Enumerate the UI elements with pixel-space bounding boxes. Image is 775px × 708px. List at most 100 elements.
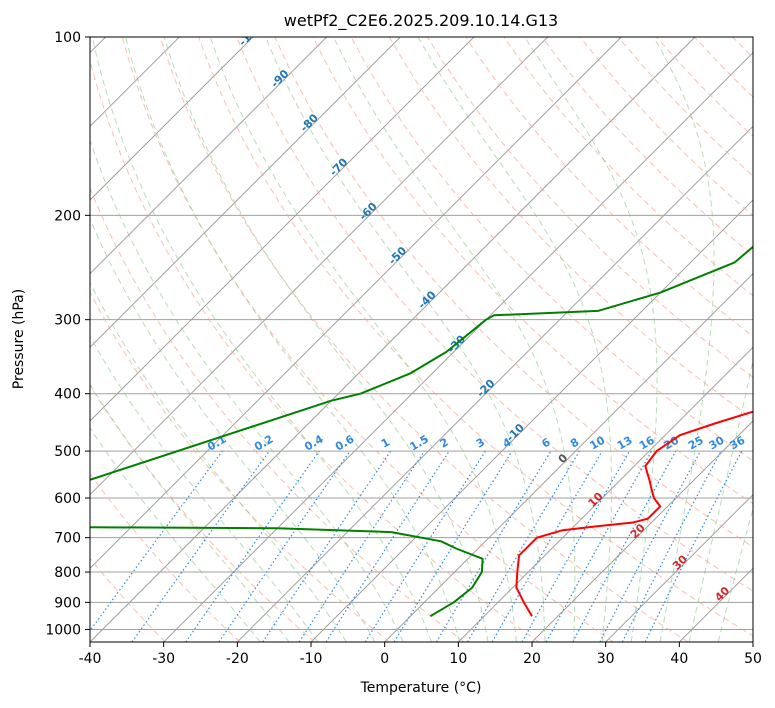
mixing-ratio-label: 25 bbox=[686, 434, 706, 453]
isotherm-label: -80 bbox=[298, 111, 321, 134]
mixing-ratio-label: 2 bbox=[438, 436, 451, 451]
dry-adiabat bbox=[771, 37, 775, 642]
dry-adiabat bbox=[90, 472, 241, 642]
mixing-ratio-line bbox=[325, 450, 450, 642]
y-tick-label: 800 bbox=[54, 565, 81, 581]
mixing-ratio-line bbox=[298, 450, 425, 642]
mixing-ratio-line bbox=[644, 450, 743, 642]
isotherm bbox=[90, 37, 254, 201]
isotherm bbox=[236, 125, 753, 642]
isotherm bbox=[310, 199, 753, 642]
isotherm bbox=[457, 346, 753, 642]
moist-adiabat bbox=[90, 427, 261, 642]
mixing-ratio-line bbox=[393, 450, 513, 642]
x-axis: -40 -30 -20 -10 0 10 20 30 40 50 bbox=[79, 642, 762, 667]
x-tick-label: 10 bbox=[449, 651, 467, 667]
y-tick-label: 600 bbox=[54, 491, 81, 507]
moist-adiabat bbox=[91, 37, 432, 642]
moist-adiabat bbox=[125, 37, 461, 642]
x-tick-label: -10 bbox=[300, 651, 323, 667]
moist-adiabat bbox=[332, 37, 576, 642]
mixing-ratio-line bbox=[572, 450, 677, 642]
dry-adiabat bbox=[350, 37, 753, 462]
dry-adiabat bbox=[198, 37, 753, 637]
dry-adiabat bbox=[121, 37, 614, 642]
y-tick-label: 700 bbox=[54, 531, 81, 547]
plot-frame bbox=[89, 36, 754, 643]
dry-adiabat bbox=[90, 384, 316, 642]
mixing-ratio-label: 13 bbox=[615, 434, 635, 453]
moist-adiabat bbox=[90, 217, 376, 642]
dry-adiabat bbox=[541, 37, 753, 257]
x-tick-label: 50 bbox=[744, 651, 762, 667]
dry-adiabat bbox=[274, 37, 753, 548]
moist-adiabat bbox=[90, 383, 290, 642]
dry-adiabat bbox=[465, 37, 753, 338]
x-tick-label: 30 bbox=[597, 651, 615, 667]
mixing-ratio-label: 6 bbox=[539, 435, 552, 450]
mixing-ratio-line bbox=[131, 450, 270, 642]
isoline-labels: 0.1 0.2 0.4 0.6 1 1.5 2 3 4 6 8 10 13 16 20 25 30 36-100-… bbox=[205, 20, 747, 604]
mixing-ratio-line bbox=[621, 450, 722, 642]
mixing-ratio-label: 0.4 bbox=[302, 432, 326, 453]
moist-adiabat bbox=[524, 37, 658, 642]
x-tick-label: -40 bbox=[79, 651, 102, 667]
mixing-ratio-label: 0.6 bbox=[333, 432, 357, 453]
moist-adiabat bbox=[90, 138, 404, 642]
isotherm bbox=[752, 641, 753, 642]
temperature-profile bbox=[515, 410, 753, 617]
dry-adiabat bbox=[426, 37, 753, 378]
isotherm-label: -40 bbox=[415, 288, 438, 311]
moist-adiabat bbox=[653, 37, 715, 642]
moist-adiabat bbox=[90, 281, 347, 642]
dry-adiabat bbox=[90, 59, 540, 642]
y-tick-label: 400 bbox=[54, 387, 81, 403]
y-tick-label: 1000 bbox=[45, 622, 81, 638]
moist-adiabat bbox=[163, 37, 489, 642]
dry-adiabat bbox=[503, 37, 753, 297]
x-tick-label: 20 bbox=[523, 651, 541, 667]
dewpoint-profile bbox=[90, 245, 753, 618]
isotherm-label: -70 bbox=[327, 155, 350, 178]
mixing-ratio-line bbox=[545, 450, 653, 642]
isotherm bbox=[90, 37, 696, 642]
y-tick-label: 500 bbox=[54, 444, 81, 460]
isotherm bbox=[90, 37, 622, 570]
mixing-ratio-label: 1 bbox=[379, 436, 392, 451]
isotherm bbox=[605, 493, 753, 642]
mixing-ratio-line bbox=[185, 450, 320, 642]
profile-lines bbox=[90, 245, 753, 618]
isotherm-label: 40 bbox=[712, 584, 732, 604]
mixing-ratio-label: 1.5 bbox=[408, 433, 431, 454]
moist-adiabat bbox=[265, 37, 546, 642]
mixing-ratio-label: 36 bbox=[727, 433, 747, 452]
isotherm bbox=[90, 37, 401, 349]
isotherm bbox=[678, 567, 753, 642]
x-tick-label: -30 bbox=[152, 651, 175, 667]
x-axis-label: Temperature (°C) bbox=[360, 680, 482, 696]
isotherm bbox=[90, 37, 549, 496]
y-axis-label: Pressure (hPa) bbox=[11, 289, 27, 389]
y-tick-label: 900 bbox=[54, 595, 81, 611]
y-tick-label: 300 bbox=[54, 313, 81, 329]
chart-title: wetPf2_C2E6.2025.209.10.14.G13 bbox=[284, 11, 558, 31]
mixing-ratio-label: 8 bbox=[568, 436, 581, 451]
mixing-ratio-line bbox=[90, 450, 223, 632]
dry-adiabat bbox=[732, 37, 753, 59]
dry-adiabat bbox=[90, 186, 465, 642]
moist-adiabat bbox=[688, 358, 753, 642]
dry-adiabat bbox=[159, 37, 689, 642]
dry-adiabat bbox=[694, 37, 753, 98]
dry-adiabat bbox=[90, 291, 390, 642]
dry-adiabat bbox=[388, 37, 753, 420]
mixing-ratio-line bbox=[262, 450, 392, 642]
isotherm bbox=[90, 37, 475, 422]
dry-adiabat bbox=[656, 37, 753, 138]
moist-adiabat bbox=[717, 506, 753, 642]
isotherm bbox=[90, 37, 328, 275]
isotherm-label: -60 bbox=[357, 200, 380, 223]
isotherm-label: -100 bbox=[236, 20, 265, 49]
x-tick-label: 40 bbox=[670, 651, 688, 667]
mixing-ratio-line bbox=[521, 450, 631, 642]
